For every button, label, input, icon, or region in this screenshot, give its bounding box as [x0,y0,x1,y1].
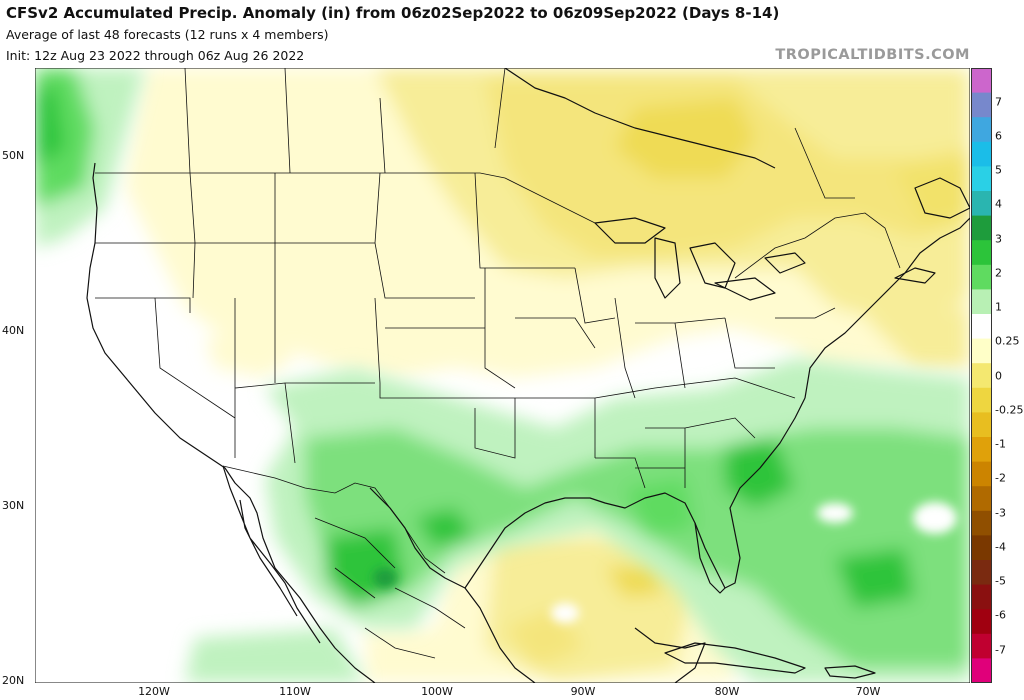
colorbar-swatch [971,510,992,536]
colorbar-swatch [971,633,992,659]
atlantic-coast [804,217,970,399]
great-lakes [594,217,806,301]
colorbar-tick-label: 0.25 [995,334,1020,348]
hispaniola [824,665,876,679]
newfoundland [914,177,970,219]
florida [694,522,726,594]
colorbar-swatch [971,240,992,266]
colorbar-tick-label: 7 [995,95,1002,108]
colorbar-swatch [971,387,992,413]
colorbar-swatch [971,584,992,610]
colorbar-tick-label: 5 [995,163,1002,177]
colorbar-tick-label: -3 [995,506,1006,519]
mexico-states [314,517,466,659]
baja-california [222,465,321,644]
colorbar-frame [971,68,992,683]
colorbar-swatch [971,560,992,586]
lon-label-100w: 100W [421,685,453,698]
lat-label-50n: 50N [2,149,25,162]
nova-scotia [894,267,936,284]
colorbar-swatch [971,141,992,167]
colorbar-swatch [971,314,992,340]
colorbar-swatch [971,215,992,241]
lon-label-70w: 70W [855,685,881,698]
pacific-coast [86,162,376,683]
colorbar-tick-label: -4 [995,540,1006,554]
colorbar-tick-label: 2 [995,266,1002,280]
lat-label-40n: 40N [2,324,25,337]
us-mexico-border [222,465,446,574]
lon-label-110w: 110W [279,685,311,698]
lat-label-20n: 20N [2,674,25,687]
precip-anomaly-map [35,68,970,683]
colorbar-swatch [971,338,992,364]
colorbar-swatch [971,117,992,143]
brand-watermark: TROPICALTIDBITS.COM [775,47,970,63]
colorbar-swatch [971,68,992,94]
map-subtitle-init: Init: 12z Aug 23 2022 through 06z Aug 26… [6,48,305,63]
colorbar-swatch [971,535,992,561]
cuba [664,642,806,674]
colorbar-tick-label: -2 [995,471,1006,485]
us-canada-border [95,172,901,279]
colorbar-swatch [971,191,992,217]
colorbar-swatch [971,289,992,315]
colorbar-swatch [971,609,992,635]
colorbar-swatch [971,264,992,290]
colorbar-tick-label: -1 [995,437,1006,451]
colorbar-tick-label: 1 [995,300,1002,314]
lon-label-80w: 80W [714,685,740,698]
lon-label-120w: 120W [138,685,170,698]
colorbar-tick-label: -5 [995,574,1006,588]
coastlines [86,68,970,683]
colorbar-tick-label: -7 [995,643,1006,656]
colorbar-tick-label: 4 [995,197,1002,211]
lat-label-30n: 30N [2,499,25,512]
lon-label-90w: 90W [570,685,596,698]
colorbar-swatch [971,461,992,487]
yucatan [634,627,706,683]
colorbar-swatch [971,412,992,438]
map-subtitle-average: Average of last 48 forecasts (12 runs x … [6,27,329,42]
colorbar-swatch [971,166,992,192]
wet-anomaly-field [35,68,970,683]
hudson-bay-shore [504,68,776,169]
colorbar-tick-label: 0 [995,369,1002,382]
colorbar [971,68,992,683]
small-anomaly-patches [373,502,957,623]
colorbar-swatch [971,363,992,389]
colorbar-swatch [971,658,992,683]
colorbar-swatch [971,486,992,512]
colorbar-swatch [971,92,992,118]
map-title: CFSv2 Accumulated Precip. Anomaly (in) f… [6,4,780,22]
colorbar-tick-label: 3 [995,232,1002,245]
state-borders [95,172,836,489]
political-borders [95,68,901,659]
colorbar-tick-label: -0.25 [995,403,1024,417]
canada-provinces [184,68,855,199]
colorbar-tick-label: -6 [995,608,1006,622]
colorbar-tick-label: 6 [995,129,1002,143]
colorbar-swatch [971,437,992,463]
